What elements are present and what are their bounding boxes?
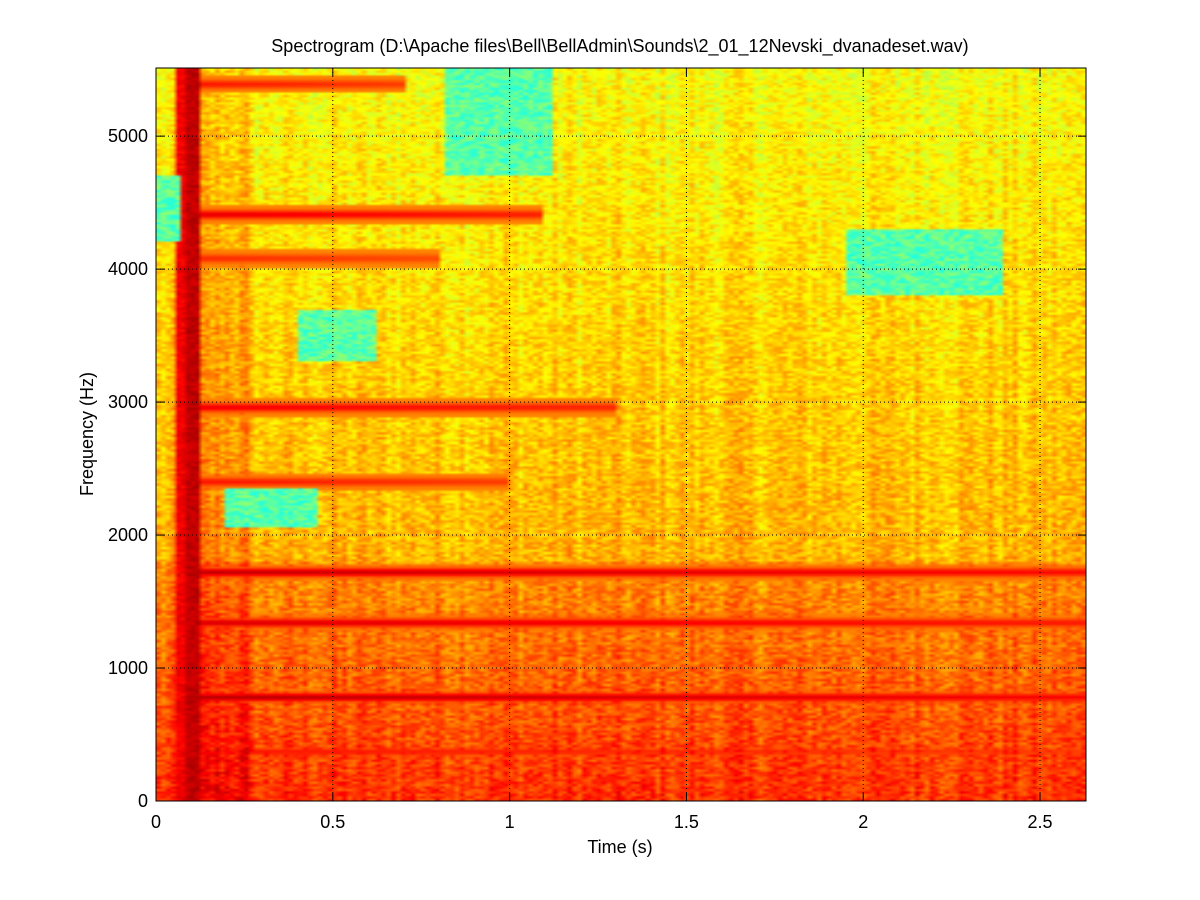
y-axis: 0 1000 2000 3000 4000 5000 xyxy=(108,126,1086,811)
y-tick-label: 1000 xyxy=(108,658,148,678)
spectrogram-heatmap xyxy=(156,68,1086,801)
plot-frame xyxy=(155,67,1087,802)
chart-title: Spectrogram (D:\Apache files\Bell\BellAd… xyxy=(271,36,968,57)
y-axis-label: Frequency (Hz) xyxy=(77,372,97,496)
x-axis-label: Time (s) xyxy=(587,837,652,857)
grid-lines xyxy=(156,68,1086,801)
y-tick-label: 4000 xyxy=(108,259,148,279)
x-tick-label: 2.5 xyxy=(1028,812,1053,832)
x-axis: 0 0.5 1 1.5 2 2.5 xyxy=(151,68,1053,832)
x-tick-label: 0 xyxy=(151,812,161,832)
y-tick-label: 0 xyxy=(138,791,148,811)
y-tick-label: 3000 xyxy=(108,392,148,412)
x-tick-label: 1.5 xyxy=(674,812,699,832)
x-tick-label: 2 xyxy=(858,812,868,832)
x-tick-label: 0.5 xyxy=(320,812,345,832)
x-tick-label: 1 xyxy=(505,812,515,832)
y-tick-label: 2000 xyxy=(108,525,148,545)
spectrogram-image xyxy=(156,68,1086,801)
y-tick-label: 5000 xyxy=(108,126,148,146)
